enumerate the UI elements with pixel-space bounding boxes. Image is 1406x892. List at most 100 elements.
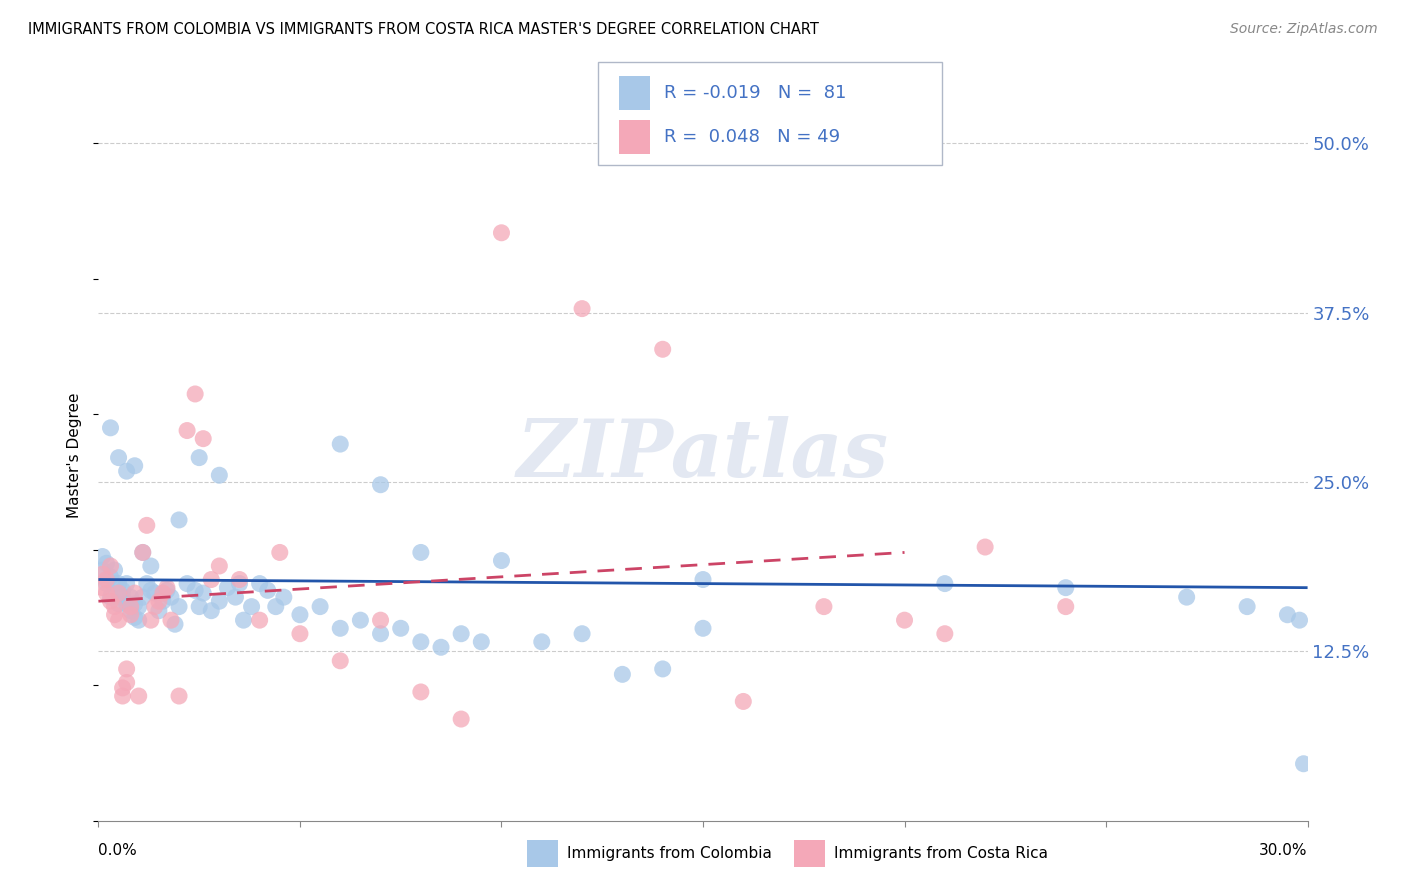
- Point: [184, 387, 207, 401]
- Point: [128, 599, 150, 614]
- Point: [152, 594, 174, 608]
- Point: [103, 576, 125, 591]
- Point: [115, 675, 138, 690]
- Point: [91, 567, 114, 582]
- Point: [264, 599, 287, 614]
- Point: [139, 613, 162, 627]
- Point: [249, 576, 271, 591]
- Point: [135, 518, 157, 533]
- Point: [128, 613, 150, 627]
- Point: [139, 559, 162, 574]
- Text: R = -0.019   N =  81: R = -0.019 N = 81: [664, 84, 846, 102]
- Point: [329, 621, 352, 635]
- Point: [269, 545, 291, 559]
- Point: [470, 635, 492, 649]
- Point: [1236, 599, 1258, 614]
- Point: [240, 599, 263, 614]
- Point: [329, 437, 352, 451]
- Point: [167, 599, 190, 614]
- Point: [115, 597, 138, 611]
- Point: [309, 599, 332, 614]
- Point: [143, 599, 166, 614]
- Point: [1288, 613, 1310, 627]
- Point: [132, 545, 155, 559]
- Point: [128, 689, 150, 703]
- Point: [124, 597, 146, 611]
- Point: [228, 576, 250, 591]
- Point: [156, 581, 179, 595]
- Point: [100, 590, 122, 604]
- Point: [107, 597, 129, 611]
- Point: [167, 513, 190, 527]
- Point: [103, 607, 125, 622]
- Point: [232, 613, 254, 627]
- Text: 30.0%: 30.0%: [1260, 843, 1308, 858]
- Point: [200, 573, 222, 587]
- Point: [120, 599, 142, 614]
- Point: [124, 458, 146, 473]
- Point: [1054, 581, 1077, 595]
- Point: [288, 607, 311, 622]
- Point: [974, 540, 997, 554]
- Point: [1175, 590, 1198, 604]
- Point: [124, 610, 146, 624]
- Point: [370, 477, 392, 491]
- Point: [91, 581, 114, 595]
- Text: Immigrants from Costa Rica: Immigrants from Costa Rica: [834, 847, 1047, 861]
- Text: Source: ZipAtlas.com: Source: ZipAtlas.com: [1230, 22, 1378, 37]
- Point: [103, 599, 125, 614]
- Point: [409, 685, 432, 699]
- Point: [813, 599, 835, 614]
- Point: [115, 576, 138, 591]
- Point: [132, 545, 155, 559]
- Point: [224, 590, 246, 604]
- Point: [349, 613, 371, 627]
- Point: [249, 613, 271, 627]
- Point: [208, 468, 231, 483]
- Point: [450, 626, 472, 640]
- Point: [1292, 756, 1315, 771]
- Point: [135, 576, 157, 591]
- Point: [893, 613, 915, 627]
- Point: [651, 662, 673, 676]
- Point: [571, 626, 593, 640]
- Point: [156, 583, 179, 598]
- Point: [184, 583, 207, 598]
- Point: [571, 301, 593, 316]
- Point: [163, 617, 186, 632]
- Point: [100, 421, 122, 435]
- Point: [409, 545, 432, 559]
- Point: [176, 576, 198, 591]
- Point: [273, 590, 295, 604]
- Point: [329, 654, 352, 668]
- Text: Immigrants from Colombia: Immigrants from Colombia: [567, 847, 772, 861]
- Point: [692, 621, 714, 635]
- Point: [692, 573, 714, 587]
- Point: [491, 553, 513, 567]
- Y-axis label: Master's Degree: Master's Degree: [67, 392, 83, 517]
- Point: [430, 640, 453, 655]
- Point: [160, 590, 183, 604]
- Point: [107, 586, 129, 600]
- Point: [107, 576, 129, 591]
- Point: [160, 613, 183, 627]
- Text: ZIPatlas: ZIPatlas: [517, 417, 889, 493]
- Point: [111, 689, 134, 703]
- Text: R =  0.048   N = 49: R = 0.048 N = 49: [664, 128, 839, 146]
- Point: [208, 594, 231, 608]
- Point: [103, 563, 125, 577]
- Point: [1277, 607, 1299, 622]
- Point: [120, 604, 142, 618]
- Point: [120, 607, 142, 622]
- Point: [96, 576, 118, 591]
- Point: [228, 573, 250, 587]
- Point: [111, 590, 134, 604]
- Point: [96, 586, 118, 600]
- Point: [143, 586, 166, 600]
- Point: [176, 424, 198, 438]
- Point: [389, 621, 412, 635]
- Point: [409, 635, 432, 649]
- Text: 0.0%: 0.0%: [98, 843, 138, 858]
- Point: [107, 450, 129, 465]
- Point: [1054, 599, 1077, 614]
